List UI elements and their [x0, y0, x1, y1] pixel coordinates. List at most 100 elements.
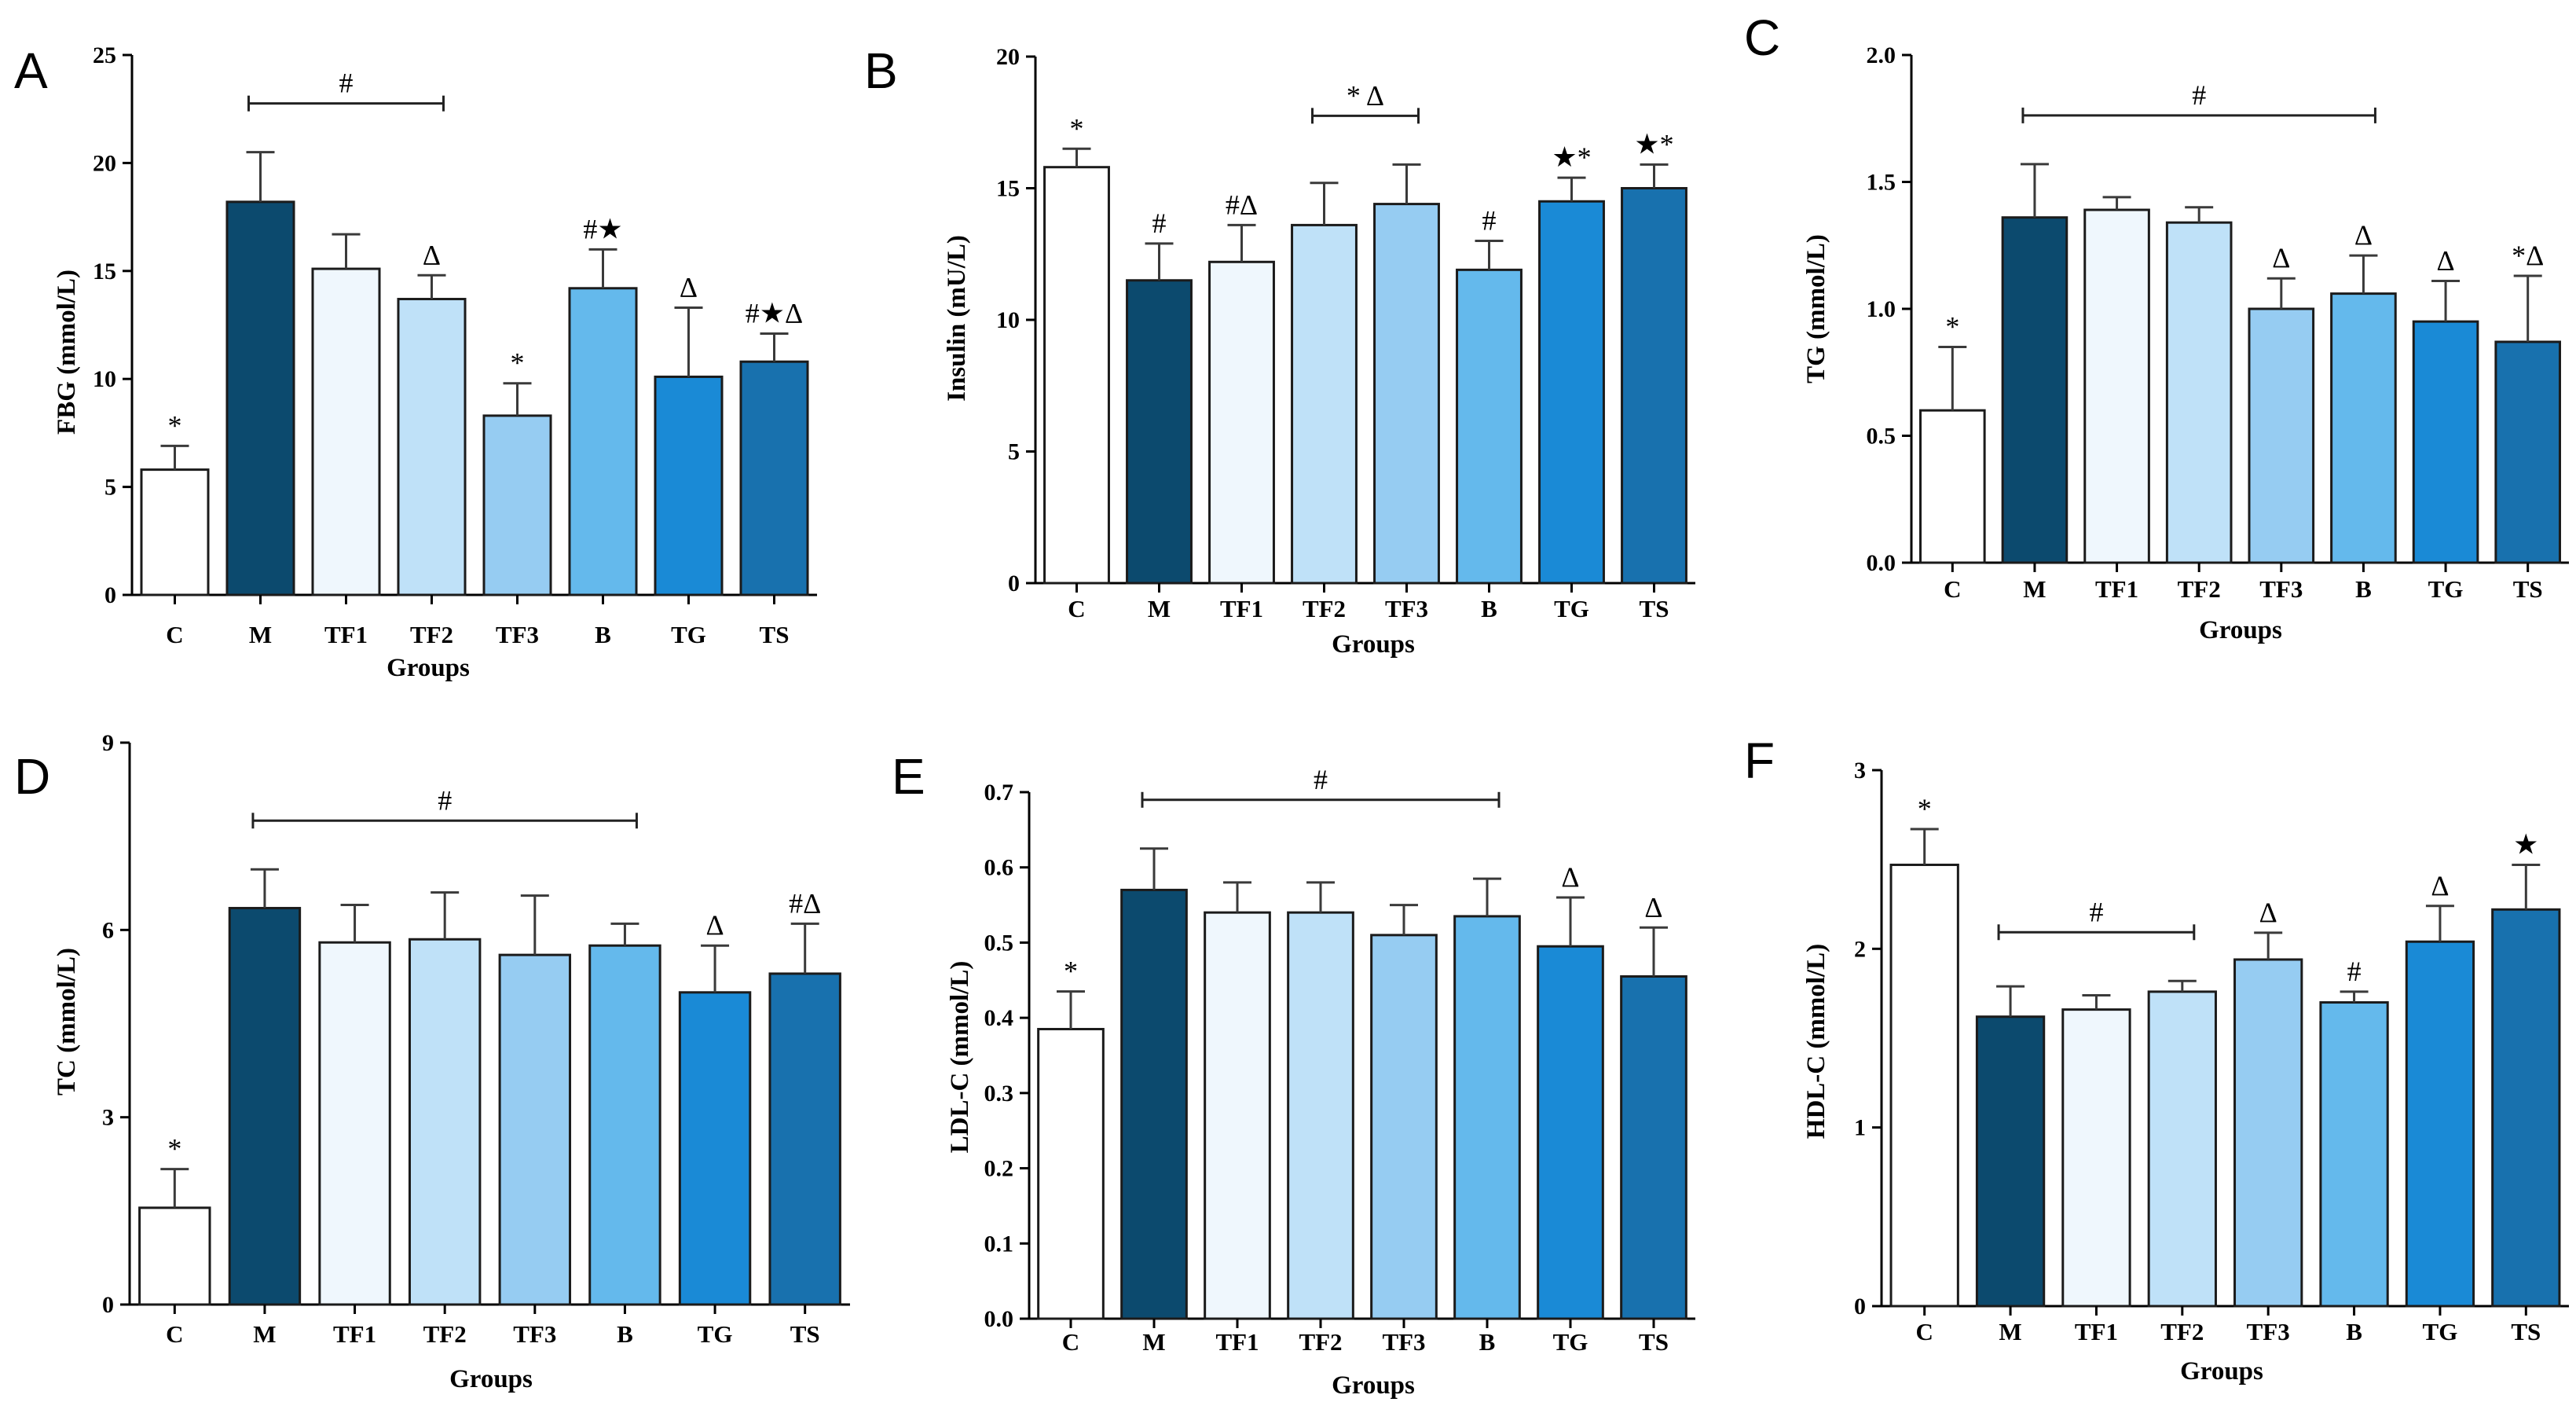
significance-mark: *	[1070, 112, 1084, 144]
x-tick-label: TG	[1554, 595, 1589, 622]
significance-mark: ★*	[1634, 128, 1673, 160]
bar-c	[1889, 863, 1959, 1308]
y-tick-label: 5	[104, 475, 116, 501]
significance-mark: Δ	[2272, 242, 2290, 273]
significance-mark: #★	[583, 213, 622, 244]
bar-m	[225, 200, 295, 596]
x-tick-label: TF1	[2095, 575, 2138, 603]
significance-mark: *	[1064, 956, 1078, 987]
x-axis-title: Groups	[2199, 616, 2282, 644]
bar-tf3	[498, 953, 572, 1306]
significance-mark: *	[168, 409, 182, 441]
bar-tf3	[2248, 307, 2315, 564]
y-tick-label: 6	[102, 917, 114, 943]
y-tick-label: 0.2	[984, 1156, 1014, 1182]
significance-mark: *	[167, 1133, 181, 1165]
significance-mark: *	[511, 347, 525, 379]
significance-mark: ★	[2513, 828, 2538, 860]
x-tick-label: TF2	[423, 1320, 467, 1348]
bar-ts	[739, 360, 809, 596]
x-tick-label: M	[2023, 575, 2046, 603]
x-tick-label: TS	[2511, 1318, 2541, 1345]
bar-c	[1043, 166, 1110, 585]
significance-mark: *Δ	[2512, 240, 2544, 271]
significance-mark: Δ	[2436, 244, 2454, 276]
x-tick-label: TF3	[513, 1320, 556, 1348]
x-tick-label: TF1	[1220, 595, 1263, 622]
significance-mark: #Δ	[789, 887, 821, 919]
y-axis-title: HDL-C (mmol/L)	[1802, 944, 1830, 1139]
bar-c	[1919, 409, 1986, 564]
bar-tf1	[1208, 260, 1275, 585]
x-tick-label: TF3	[1385, 595, 1428, 622]
bar-m	[1120, 888, 1188, 1320]
significance-mark: #Δ	[1226, 189, 1258, 220]
bar-c	[1037, 1028, 1105, 1320]
x-tick-label: C	[166, 621, 183, 648]
x-tick-label: B	[1479, 1328, 1496, 1356]
bar-b	[1453, 915, 1521, 1320]
significance-mark: #	[1482, 205, 1497, 237]
significance-mark: Δ	[680, 272, 698, 303]
x-axis-title: Groups	[1332, 1371, 1415, 1400]
bar-tg	[2405, 940, 2475, 1308]
panel-letter: A	[14, 42, 48, 99]
x-tick-label: TF1	[1215, 1328, 1259, 1356]
bar-tf1	[2061, 1008, 2131, 1308]
bar-tf1	[311, 267, 381, 596]
panel-letter: E	[892, 748, 925, 805]
bar-tg	[1538, 200, 1605, 585]
x-tick-label: TG	[698, 1320, 733, 1348]
significance-mark: Δ	[2259, 897, 2277, 928]
bracket-label: #	[1314, 764, 1328, 795]
x-tick-label: TF3	[1382, 1328, 1425, 1356]
bar-ts	[768, 972, 841, 1306]
y-tick-label: 2.0	[1867, 42, 1896, 68]
significance-mark: #	[2347, 956, 2362, 987]
bar-b	[2330, 292, 2397, 564]
x-tick-label: M	[1142, 1328, 1165, 1356]
bracket-label: #	[2192, 79, 2206, 111]
y-tick-label: 0	[104, 582, 116, 608]
bar-ts	[1621, 187, 1687, 585]
bar-tg	[1537, 945, 1604, 1320]
x-tick-label: TS	[760, 621, 790, 648]
x-tick-label: TG	[1553, 1328, 1588, 1356]
bar-tf2	[397, 298, 467, 596]
panel-letter: B	[864, 42, 898, 99]
y-tick-label: 0.4	[984, 1005, 1014, 1031]
panel-d: D 0 3 6 9 * C M TF1 TF2 TF3 B Δ TG #Δ TS # TC (mmol/L) Gro…	[14, 730, 850, 1393]
x-tick-label: TS	[1640, 595, 1669, 622]
bar-tf2	[2147, 990, 2217, 1308]
panel-a: A 0 5 10 15 20 25 * C M TF1 Δ TF2 * TF3 #★ B Δ TG #★Δ TS # FBG…	[14, 42, 817, 682]
significance-mark: Δ	[423, 239, 441, 270]
x-tick-label: B	[2355, 575, 2372, 603]
x-tick-label: B	[1481, 595, 1497, 622]
panel-b: B 0 5 10 15 20 * C # M #Δ TF1 TF2 TF3 # B ★* TG ★* TS * Δ Ins…	[864, 42, 1695, 659]
x-axis-title: Groups	[387, 654, 470, 682]
bar-tf1	[1204, 911, 1271, 1320]
significance-mark: #★Δ	[746, 297, 803, 328]
bar-ts	[2491, 908, 2561, 1308]
y-tick-label: 2	[1854, 936, 1866, 962]
y-tick-label: 15	[93, 259, 116, 284]
x-tick-label: C	[1915, 1318, 1933, 1345]
x-axis-title: Groups	[1332, 630, 1415, 659]
y-tick-label: 0	[1008, 571, 1020, 596]
significance-mark: *	[1945, 310, 1959, 342]
y-tick-label: 0.0	[984, 1306, 1014, 1332]
y-tick-label: 25	[93, 42, 116, 68]
panel-f: F 0 1 2 3 * C M TF1 TF2 Δ TF3 # B Δ TG ★ TS # HDL-C (mmol/L…	[1744, 732, 2569, 1385]
x-tick-label: B	[595, 621, 611, 648]
x-tick-label: C	[1068, 595, 1085, 622]
bar-m	[2001, 216, 2068, 564]
y-tick-label: 20	[93, 150, 116, 176]
y-tick-label: 0.5	[1867, 424, 1896, 450]
x-tick-label: TF2	[2178, 575, 2221, 603]
bar-m	[1975, 1015, 2046, 1308]
x-tick-label: TG	[2423, 1318, 2458, 1345]
x-tick-label: M	[1999, 1318, 2021, 1345]
y-axis-title: TG (mmol/L)	[1802, 234, 1830, 384]
significance-mark: Δ	[705, 909, 724, 941]
x-tick-label: B	[2346, 1318, 2362, 1345]
